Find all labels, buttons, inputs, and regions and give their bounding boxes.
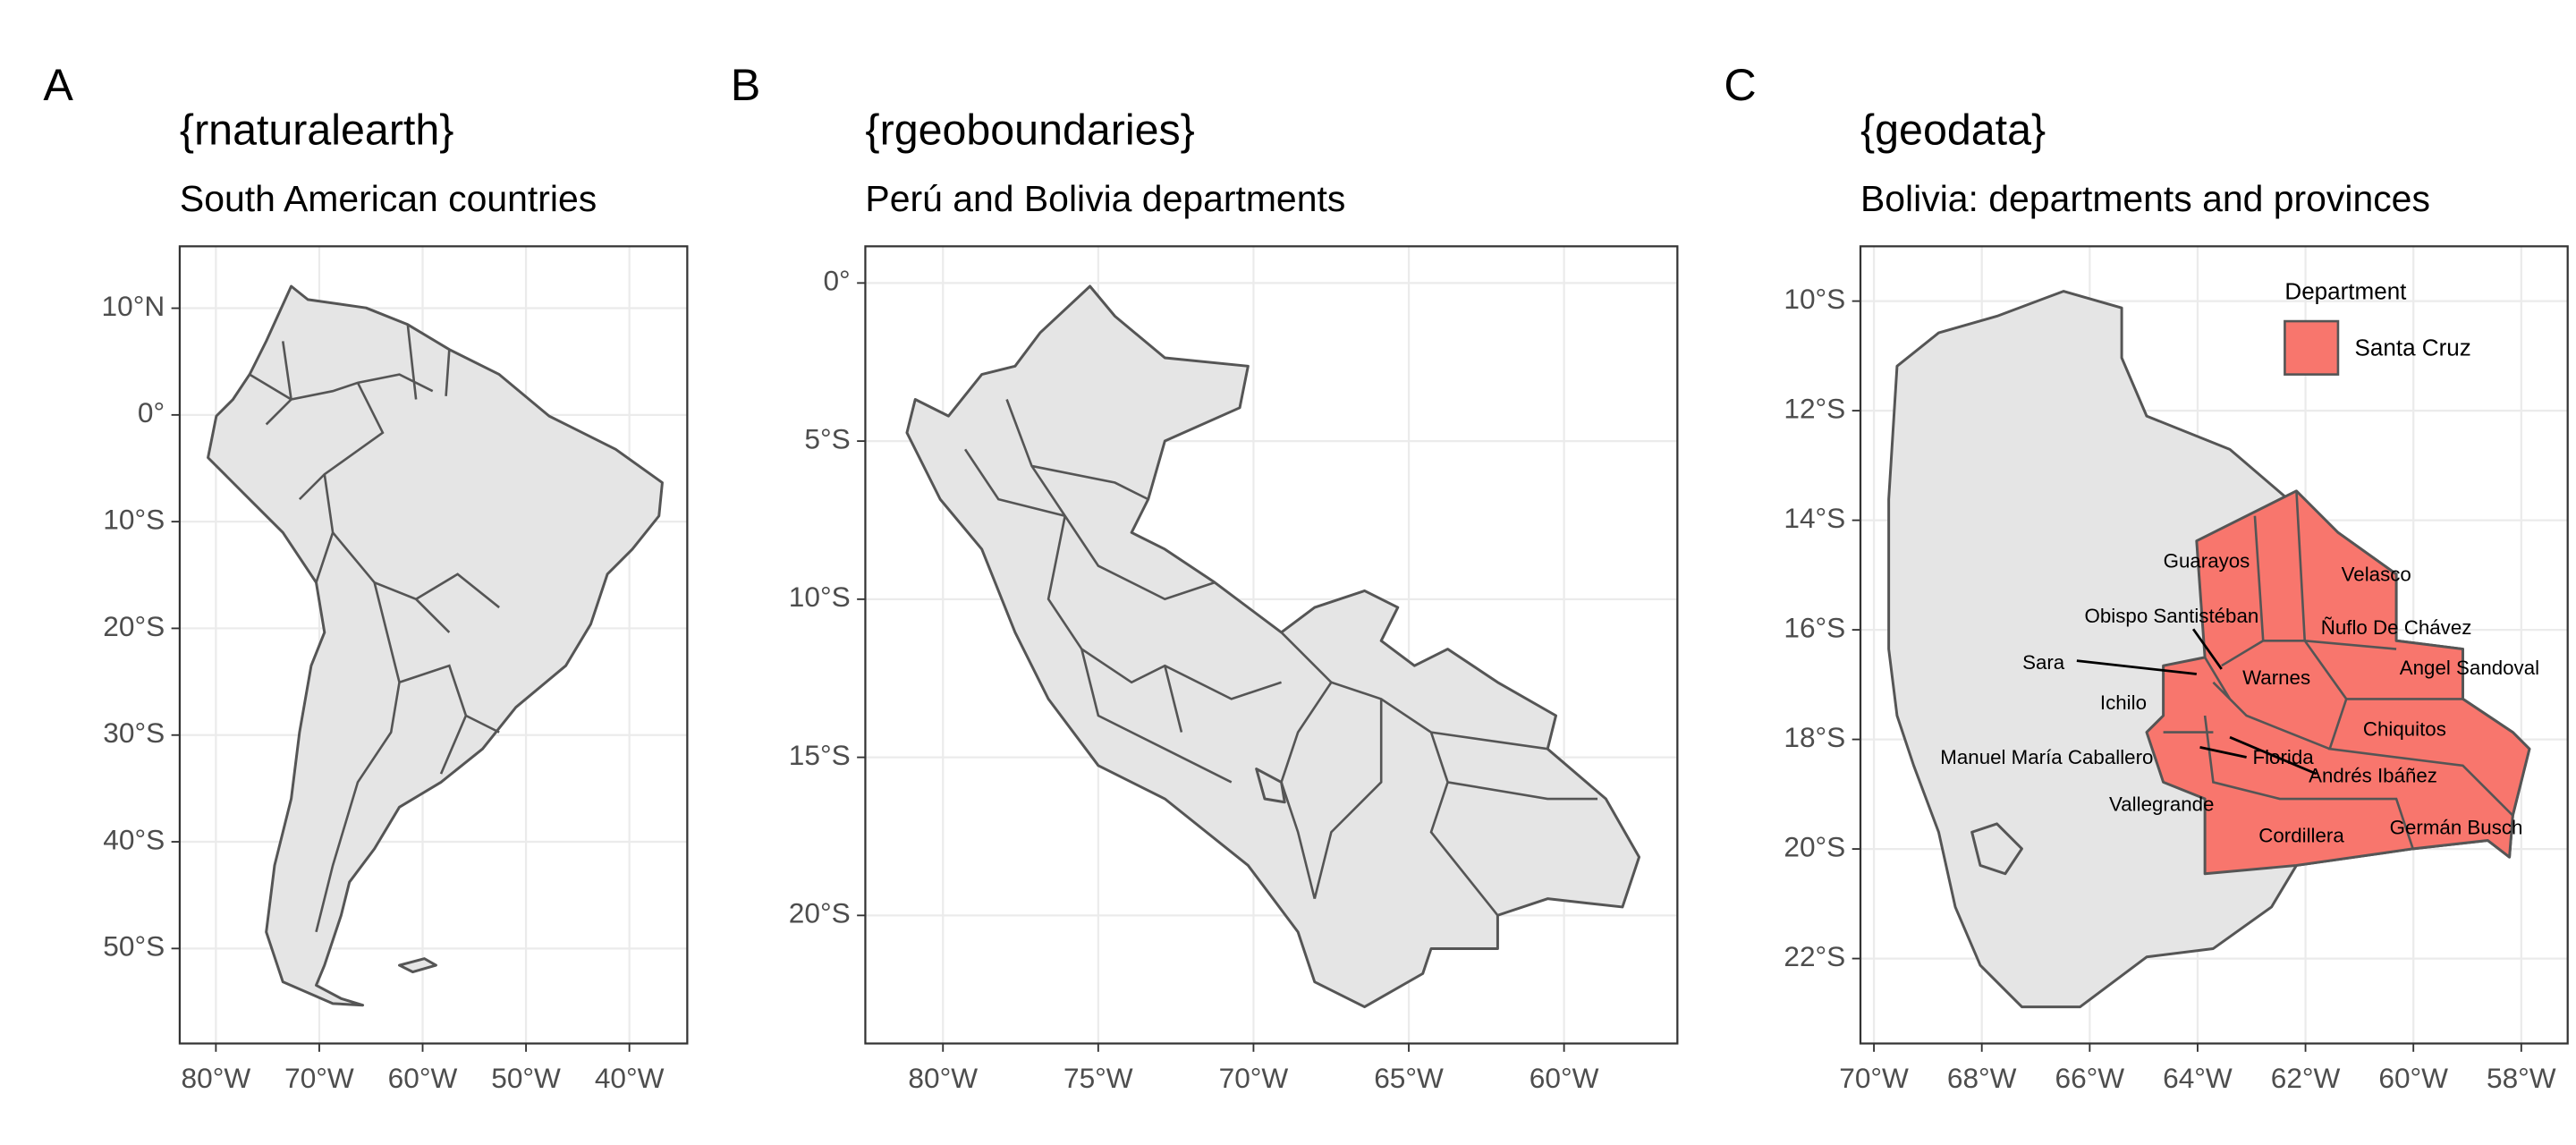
panel-subtitle: Perú and Bolivia departments: [865, 178, 1345, 219]
panel-border: [178, 245, 689, 1045]
island: [398, 957, 437, 973]
lake: [1970, 822, 2023, 876]
x-tick-label: 65°W: [1374, 1062, 1444, 1094]
panel-title: {rgeoboundaries}: [865, 106, 1194, 155]
santa-cruz: [2145, 489, 2531, 876]
borders: [963, 399, 1598, 917]
y-tick-label: 5°S: [804, 422, 850, 454]
x-tick-label: 70°W: [1219, 1062, 1289, 1094]
continent: [207, 284, 664, 1007]
y-tick-label: 10°S: [1784, 283, 1845, 315]
leader-line: [2076, 659, 2197, 675]
province-label: Cordillera: [2258, 825, 2344, 847]
legend-title: Department: [2284, 277, 2407, 304]
province-label: Chiquitos: [2363, 718, 2446, 741]
x-tick-label: 64°W: [2163, 1062, 2233, 1094]
province-label: Warnes: [2242, 666, 2310, 689]
panel-border: [864, 245, 1679, 1045]
y-tick-label: 22°S: [1784, 940, 1845, 972]
leader-lines: [2076, 628, 2318, 776]
province-label: Florida: [2252, 746, 2314, 768]
legend-label: Santa Cruz: [2355, 335, 2471, 361]
legend: Department Santa Cruz: [2284, 277, 2471, 376]
y-tick-label: 18°S: [1784, 721, 1845, 753]
panel-letter: C: [1724, 60, 1756, 110]
y-tick-label: 16°S: [1784, 611, 1845, 643]
legend-key: [2284, 319, 2340, 376]
y-tick-label: 10°S: [789, 581, 851, 613]
y-tick-label: 0°: [138, 396, 165, 428]
panel-letter: A: [43, 60, 73, 110]
map-peru-bolivia: [905, 284, 1641, 1009]
y-tick-label: 20°S: [789, 897, 851, 929]
province-label: Velasco: [2342, 564, 2411, 586]
province-label: Sara: [2022, 651, 2065, 674]
x-tick-label: 80°W: [182, 1062, 251, 1094]
x-tick-label: 66°W: [2055, 1062, 2125, 1094]
x-tick-label: 70°W: [284, 1062, 354, 1094]
province-label: Ichilo: [2100, 691, 2147, 714]
province-label: Manuel María Caballero: [1940, 746, 2153, 768]
x-tick-label: 50°W: [491, 1062, 561, 1094]
x-tick-label: 60°W: [2378, 1062, 2448, 1094]
x-tick-label: 60°W: [1530, 1062, 1599, 1094]
x-tick-label: 62°W: [2271, 1062, 2341, 1094]
province-label: Vallegrande: [2109, 793, 2214, 815]
peru-bolivia: [905, 284, 1641, 1009]
leader-line: [2191, 628, 2223, 670]
province-label: Ñuflo De Chávez: [2321, 616, 2472, 639]
y-tick-label: 20°S: [103, 610, 165, 642]
lake: [1255, 768, 1286, 804]
y-tick-label: 10°S: [103, 503, 165, 535]
province-label: Germán Busch: [2390, 816, 2523, 838]
province-label: Andrés Ibáñez: [2309, 765, 2437, 787]
panel-subtitle: Bolivia: departments and provinces: [1860, 178, 2430, 219]
y-tick-label: 14°S: [1784, 502, 1845, 534]
x-tick-label: 60°W: [388, 1062, 458, 1094]
y-tick-label: 12°S: [1784, 392, 1845, 424]
leader-line: [2199, 745, 2247, 759]
map-south-america: [207, 284, 664, 1007]
province-borders: [2163, 490, 2514, 850]
y-tick-label: 40°S: [103, 823, 165, 855]
province-label: Angel Sandoval: [2400, 657, 2539, 679]
x-tick-label: 75°W: [1063, 1062, 1133, 1094]
province-label: Guarayos: [2164, 550, 2250, 572]
y-tick-label: 20°S: [1784, 830, 1845, 862]
panel-border: [1859, 245, 2569, 1045]
x-tick-label: 58°W: [2487, 1062, 2556, 1094]
frames: 80°W 70°W 60°W 50°W 40°W 10°N 0° 10°S 20°S 30°S 40…: [102, 245, 2569, 1094]
panel-subtitle: South American countries: [180, 178, 597, 219]
leader-line: [2229, 735, 2318, 776]
panel-letter: B: [731, 60, 761, 110]
y-tick-label: 10°N: [102, 290, 165, 322]
x-tick-label: 80°W: [908, 1062, 978, 1094]
x-tick-label: 68°W: [1947, 1062, 2017, 1094]
x-tick-label: 40°W: [595, 1062, 665, 1094]
panel-title: {geodata}: [1860, 106, 2046, 155]
y-tick-label: 0°: [823, 265, 850, 297]
y-tick-label: 30°S: [103, 717, 165, 749]
borders: [249, 324, 500, 933]
panel-title: {rnaturalearth}: [180, 106, 454, 155]
y-tick-label: 15°S: [789, 739, 851, 771]
y-tick-label: 50°S: [103, 930, 165, 963]
map-bolivia: Guarayos Velasco Obispo Santistéban Ñufl…: [1887, 290, 2539, 1009]
x-tick-label: 70°W: [1839, 1062, 1909, 1094]
province-label: Obispo Santistéban: [2085, 605, 2259, 627]
